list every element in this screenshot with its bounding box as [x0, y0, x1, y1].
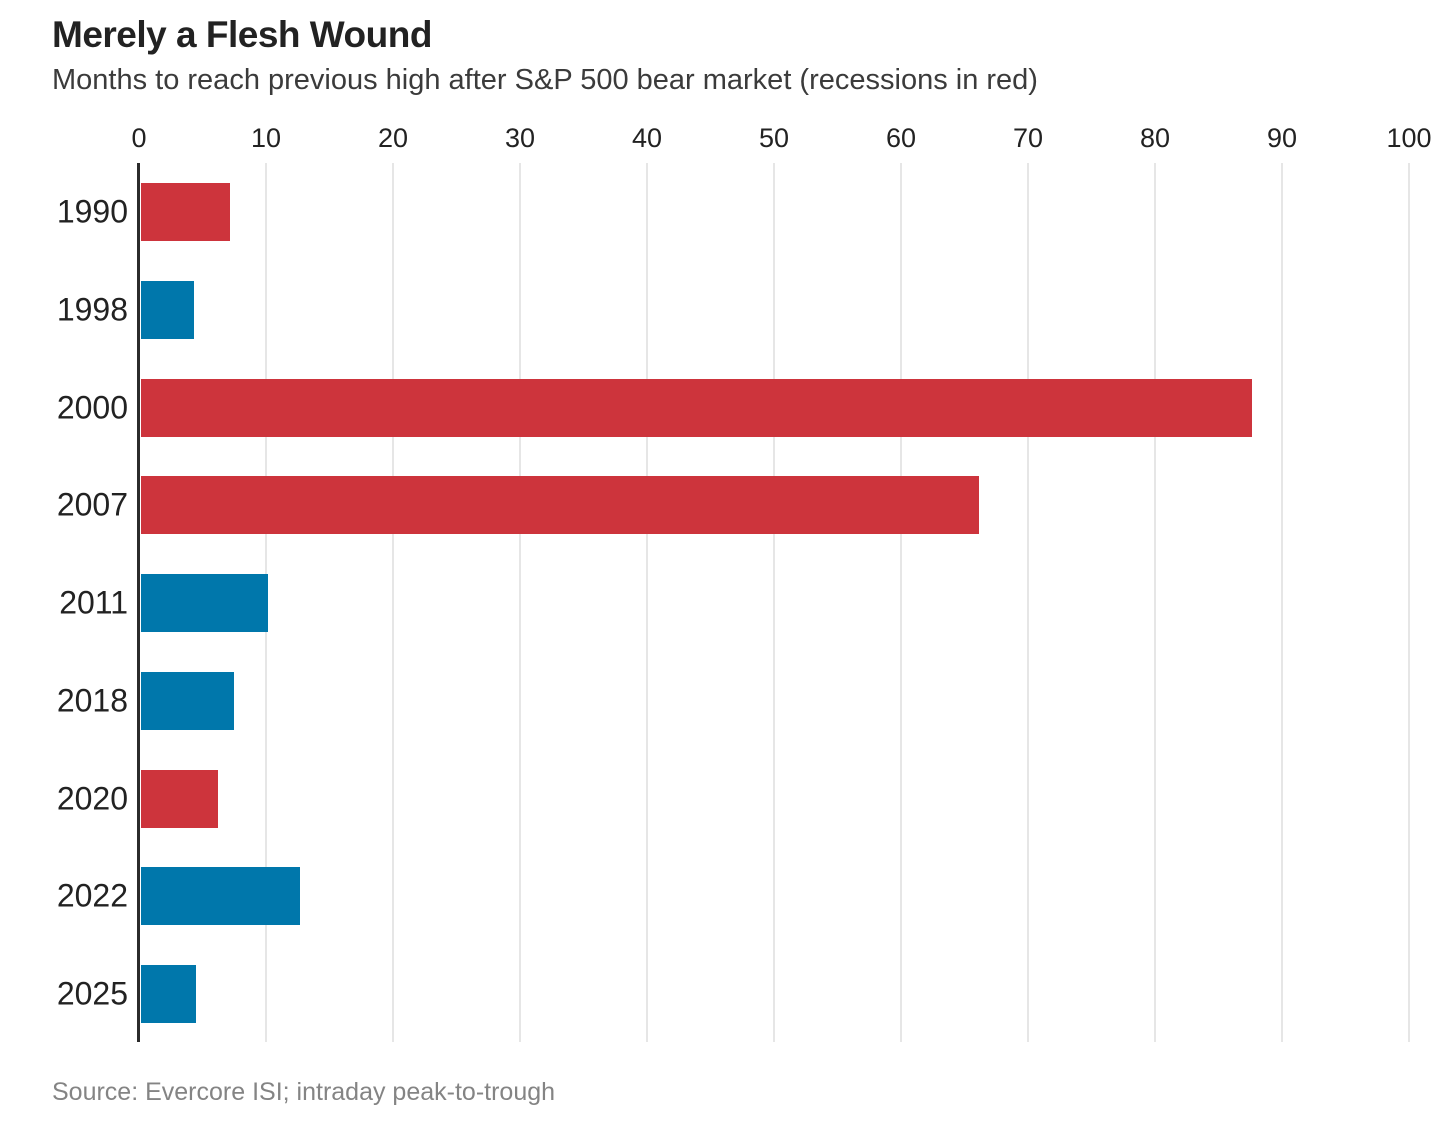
bar-1990	[141, 183, 230, 241]
bar-2022	[141, 867, 300, 926]
x-tick-label-20: 20	[377, 123, 409, 153]
x-tick-label-100: 100	[1386, 123, 1432, 153]
gridline-x-40	[646, 163, 648, 1042]
y-axis-line	[137, 163, 140, 1042]
y-category-label-2007: 2007	[56, 486, 128, 523]
bar-2018	[141, 671, 234, 730]
gridline-x-20	[392, 163, 394, 1042]
bar-2020	[141, 769, 219, 828]
y-category-label-2011: 2011	[59, 584, 128, 621]
y-category-label-2020: 2020	[56, 780, 128, 816]
bar-2011	[141, 574, 268, 632]
y-category-label-2025: 2025	[56, 975, 128, 1012]
chart-subtitle: Months to reach previous high after S&P …	[52, 64, 1038, 96]
x-tick-label-10: 10	[250, 123, 282, 153]
plot-area: 0 10 20 30 40 50 60 70 80 90 100 1990 1998 2000 2007 20…	[57, 123, 1432, 1042]
gridline-x-90	[1281, 163, 1283, 1042]
x-tick-label-60: 60	[885, 123, 917, 153]
chart-title: Merely a Flesh Wound	[52, 14, 432, 55]
x-tick-label-40: 40	[631, 123, 663, 153]
gridline-x-60	[900, 163, 902, 1042]
y-category-label-1998: 1998	[56, 291, 128, 328]
x-tick-label-80: 80	[1139, 123, 1171, 153]
y-category-label-2018: 2018	[56, 682, 128, 719]
x-tick-label-30: 30	[504, 123, 536, 153]
x-tick-label-0: 0	[131, 123, 147, 153]
bar-2000	[141, 378, 1253, 437]
source-note: Source: Evercore ISI; intraday peak-to-t…	[52, 1078, 556, 1106]
gridline-x-70	[1027, 163, 1029, 1042]
gridline-x-50	[773, 163, 775, 1042]
x-tick-label-70: 70	[1012, 123, 1044, 153]
x-tick-label-50: 50	[758, 123, 790, 153]
gridline-x-100	[1408, 163, 1410, 1042]
bar-2025	[141, 965, 196, 1023]
y-category-label-2022: 2022	[56, 877, 128, 914]
bar-2007	[141, 476, 980, 535]
y-category-label-2000: 2000	[56, 389, 128, 425]
bar-1998	[141, 280, 195, 339]
gridline-x-30	[519, 163, 521, 1042]
x-tick-label-90: 90	[1266, 123, 1298, 153]
y-category-label-1990: 1990	[56, 193, 128, 230]
gridline-x-80	[1154, 163, 1156, 1042]
